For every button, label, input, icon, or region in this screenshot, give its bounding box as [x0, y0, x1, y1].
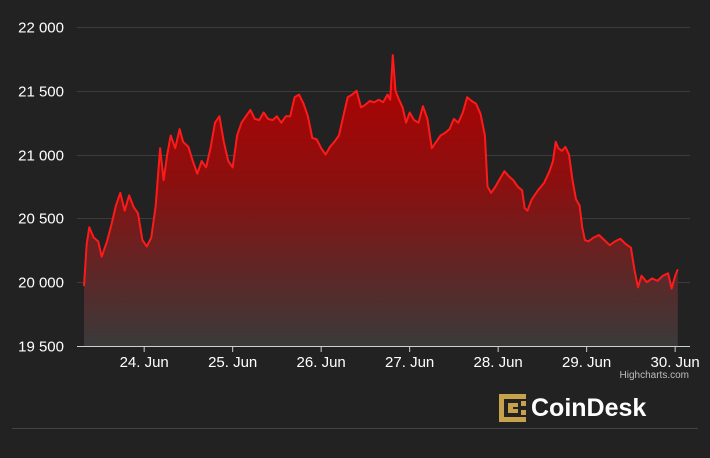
- x-tick-label: 29. Jun: [562, 354, 611, 371]
- y-tick-label: 20 500: [18, 211, 64, 228]
- x-axis: 24. Jun 25. Jun 26. Jun 27. Jun 28. Jun 29. J…: [120, 346, 700, 371]
- price-series: [83, 54, 679, 346]
- coindesk-mark-icon: [499, 394, 526, 422]
- highcharts-credit[interactable]: Highcharts.com: [620, 370, 689, 381]
- coindesk-wordmark: CoinDesk: [531, 394, 646, 422]
- coindesk-logo: CoinDesk: [499, 394, 646, 422]
- y-tick-label: 20 000: [18, 275, 64, 292]
- x-tick-label: 27. Jun: [385, 354, 434, 371]
- x-tick-label: 24. Jun: [120, 354, 169, 371]
- x-tick-label: 26. Jun: [297, 354, 346, 371]
- series-area: [84, 55, 678, 346]
- y-tick-label: 21 000: [18, 148, 64, 165]
- y-axis: 22 000 21 500 21 000 20 500 20 000 19 500: [18, 20, 64, 356]
- series-line: [83, 54, 679, 290]
- x-tick-label: 25. Jun: [208, 354, 257, 371]
- x-tick-label: 30. Jun: [651, 354, 700, 371]
- y-tick-label: 22 000: [18, 20, 64, 37]
- x-tick-label: 28. Jun: [474, 354, 523, 371]
- y-tick-label: 19 500: [18, 339, 64, 356]
- y-tick-label: 21 500: [18, 84, 64, 101]
